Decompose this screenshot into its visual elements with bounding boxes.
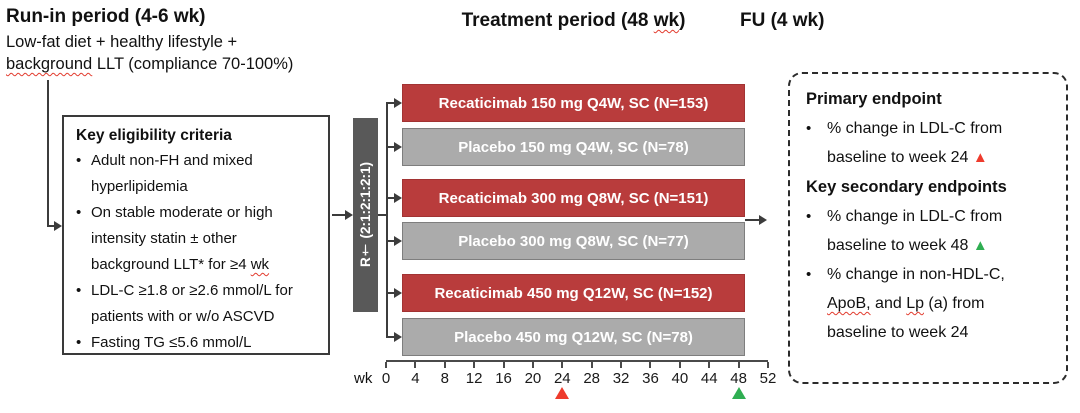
eligibility-to-randomization-arrow-line — [332, 214, 346, 216]
axis-tick-label: 24 — [553, 370, 571, 387]
primary-endpoint-title: Primary endpoint — [806, 90, 942, 108]
axis-tick — [620, 362, 623, 368]
bullet-glyph: • — [806, 120, 812, 137]
axis-tick — [502, 362, 505, 368]
branch-arrow-line — [388, 240, 395, 242]
arm-bar-recaticimab-150: Recaticimab 150 mg Q4W, SC (N=153) — [402, 84, 745, 122]
branch-arrow-line — [388, 146, 395, 148]
axis-tick — [737, 362, 740, 368]
bullet-glyph: • — [76, 334, 82, 351]
eligibility-title: Key eligibility criteria — [76, 127, 232, 144]
branch-arrow-line — [388, 197, 395, 199]
axis-tick — [531, 362, 534, 368]
eligibility-item-text: Adult non-FH and mixed hyperlipidemia — [91, 152, 253, 195]
secondary-endpoint-item: • % change in LDL-C from baseline to wee… — [806, 202, 1058, 260]
eligibility-item-text: Fasting TG ≤5.6 mmol/L — [91, 334, 252, 351]
bullet-glyph: • — [76, 204, 82, 221]
axis-tick-label: 52 — [759, 370, 777, 387]
secondary-endpoint-item-text: % change in LDL-C from baseline to week … — [827, 208, 1003, 254]
axis-tick — [385, 362, 387, 368]
branch-arrowhead-icon — [394, 193, 402, 203]
week24-marker-triangle-icon — [555, 387, 570, 399]
branch-arrowhead-icon — [394, 332, 402, 342]
axis-tick-label: 28 — [583, 370, 601, 387]
arms-to-endpoints-arrow-line — [745, 219, 760, 221]
arm-bar-placebo-150: Placebo 150 mg Q4W, SC (N=78) — [402, 128, 745, 166]
randomization-bar: R† (2:1:2:1:2:1) — [353, 118, 378, 312]
arm-bar-placebo-450: Placebo 450 mg Q12W, SC (N=78) — [402, 318, 745, 356]
eligibility-item: • Adult non-FH and mixed hyperlipidemia — [76, 148, 320, 200]
runin-period-title: Run-in period (4-6 wk) — [6, 6, 206, 27]
axis-tick-label: 36 — [642, 370, 659, 387]
branch-arrow-line — [388, 336, 395, 338]
branch-arrow-line — [388, 292, 395, 294]
primary-endpoint-item-text: % change in LDL-C from baseline to week … — [827, 120, 1003, 166]
axis-tick-label: 20 — [524, 370, 542, 387]
branch-stub-line — [378, 214, 387, 216]
axis-tick-label: 48 — [730, 370, 747, 387]
axis-tick-label: 32 — [612, 370, 630, 387]
axis-tick — [590, 362, 593, 368]
axis-tick — [649, 362, 652, 368]
eligibility-item-text: On stable moderate or high intensity sta… — [91, 204, 273, 273]
week-axis-line — [386, 360, 768, 362]
bullet-glyph: • — [806, 208, 812, 225]
branch-arrowhead-icon — [394, 98, 402, 108]
runin-to-eligibility-connector-vertical — [47, 80, 49, 227]
axis-tick — [473, 362, 476, 368]
eligibility-item: • On stable moderate or high intensity s… — [76, 200, 320, 278]
secondary-endpoints-title: Key secondary endpoints — [806, 178, 1007, 196]
axis-tick-label: 12 — [465, 370, 483, 387]
runin-description-line2: background LLT (compliance 70-100%) — [6, 55, 294, 73]
treatment-period-title: Treatment period (48 wk) — [461, 10, 686, 31]
axis-tick-label: 40 — [671, 370, 689, 387]
axis-tick-label: 8 — [440, 370, 449, 387]
branch-arrowhead-icon — [394, 236, 402, 246]
eligibility-item-text: LDL-C ≥1.8 or ≥2.6 mmol/L for patients w… — [91, 282, 293, 325]
eligibility-item: • LDL-C ≥1.8 or ≥2.6 mmol/L for patients… — [76, 278, 320, 330]
branch-arrow-line — [388, 102, 395, 104]
week24-triangle-icon: ▲ — [972, 149, 988, 166]
eligibility-item: • Fasting TG ≤5.6 mmol/L — [76, 330, 320, 356]
eligibility-box: Key eligibility criteria • Adult non-FH … — [62, 115, 330, 355]
axis-tick-label: 0 — [381, 370, 391, 387]
week-axis-unit-label: wk — [354, 370, 373, 387]
runin-to-eligibility-connector-horizontal — [47, 225, 55, 227]
runin-period-description: Low-fat diet + healthy lifestyle + backg… — [6, 31, 293, 75]
axis-tick — [767, 362, 769, 368]
randomization-label: R† (2:1:2:1:2:1) — [358, 162, 373, 268]
axis-tick — [414, 362, 417, 368]
arm-bar-placebo-300: Placebo 300 mg Q8W, SC (N=77) — [402, 222, 745, 260]
branch-vertical-line — [386, 102, 388, 338]
week48-marker-triangle-icon — [731, 387, 746, 399]
axis-tick-label: 44 — [700, 370, 718, 387]
runin-to-eligibility-arrowhead-icon — [54, 221, 62, 231]
secondary-endpoint-item: • % change in non-HDL-C, ApoB, and Lp (a… — [806, 260, 1058, 347]
secondary-endpoint-item-text: % change in non-HDL-C, ApoB, and Lp (a) … — [827, 266, 1005, 341]
endpoints-box: Primary endpoint • % change in LDL-C fro… — [788, 72, 1068, 384]
axis-tick-label: 16 — [495, 370, 512, 387]
bullet-glyph: • — [806, 266, 812, 283]
arm-bar-recaticimab-300: Recaticimab 300 mg Q8W, SC (N=151) — [402, 179, 745, 217]
runin-description-line1: Low-fat diet + healthy lifestyle + — [6, 33, 238, 51]
primary-endpoint-item: • % change in LDL-C from baseline to wee… — [806, 114, 1058, 172]
week-axis: 0 4 8 12 16 20 24 28 32 36 40 44 48 52 — [382, 360, 776, 412]
eligibility-to-randomization-arrowhead-icon — [345, 210, 353, 220]
bullet-glyph: • — [76, 152, 82, 169]
axis-tick-label: 4 — [411, 370, 420, 387]
axis-tick — [678, 362, 681, 368]
arm-bar-recaticimab-450: Recaticimab 450 mg Q12W, SC (N=152) — [402, 274, 745, 312]
axis-tick — [443, 362, 446, 368]
followup-period-title: FU (4 wk) — [740, 10, 825, 31]
branch-arrowhead-icon — [394, 288, 402, 298]
branch-arrowhead-icon — [394, 142, 402, 152]
axis-tick — [708, 362, 711, 368]
week48-triangle-icon: ▲ — [972, 237, 988, 254]
axis-tick — [561, 362, 564, 368]
bullet-glyph: • — [76, 282, 82, 299]
arms-to-endpoints-arrowhead-icon — [759, 215, 767, 225]
